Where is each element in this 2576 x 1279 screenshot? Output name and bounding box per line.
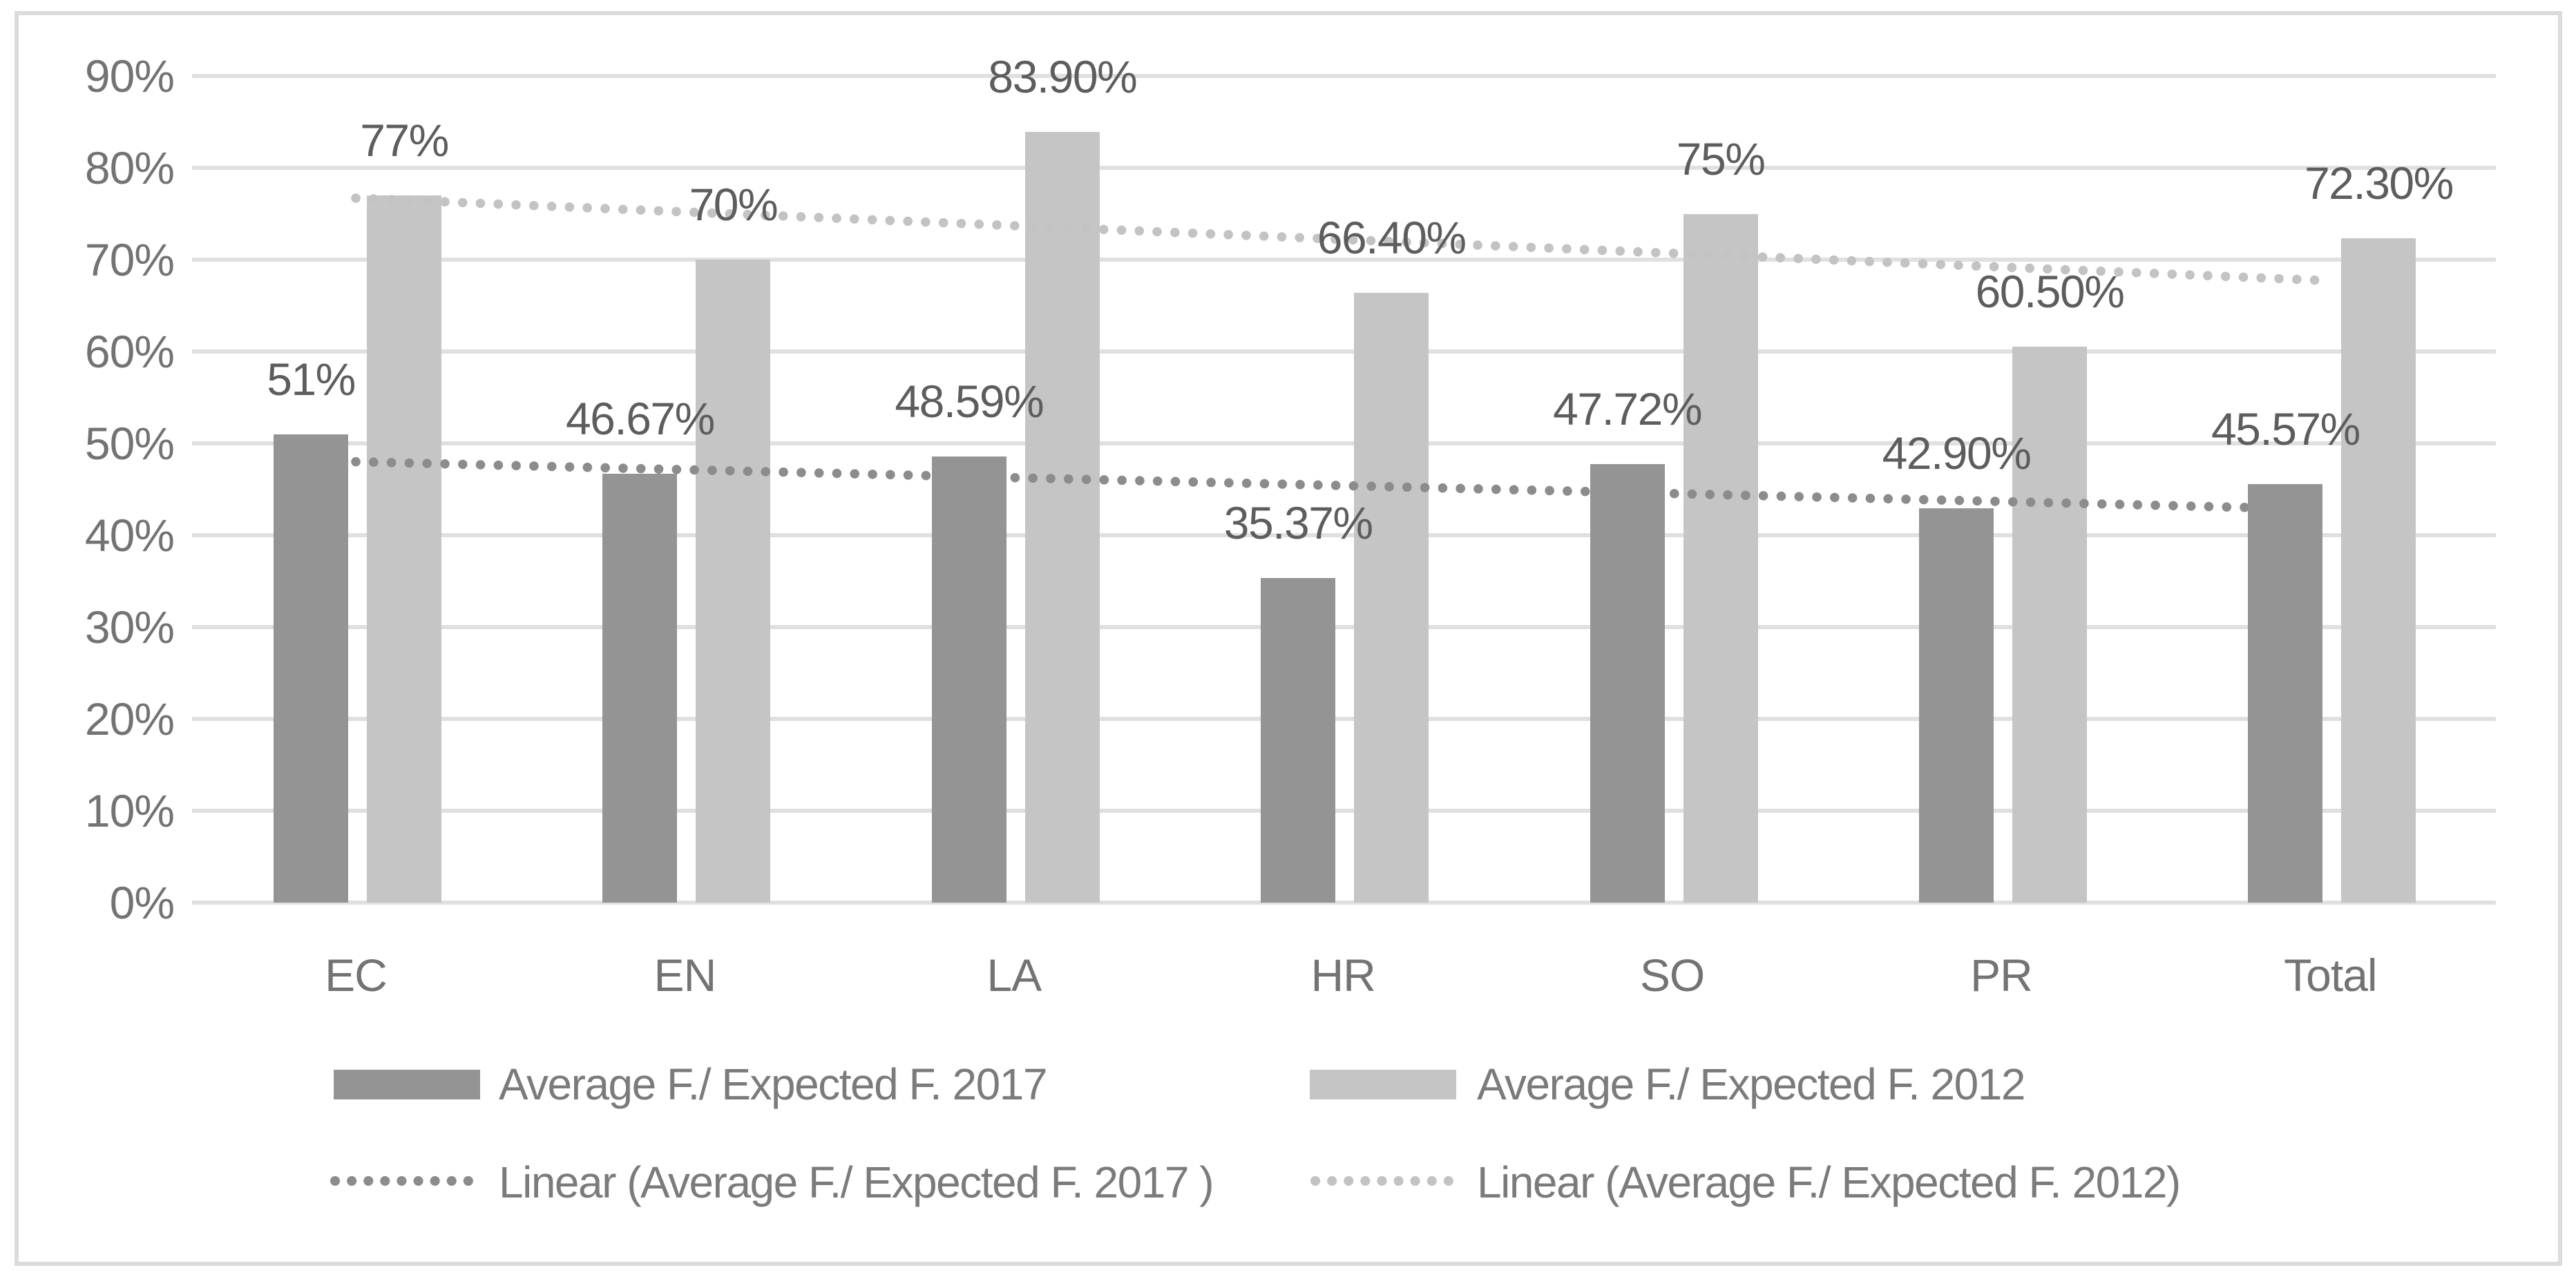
x-axis-label-en: EN (653, 950, 717, 1001)
legend-label-2017: Average F./ Expected F. 2017 (499, 1059, 1047, 1109)
data-label-2017-ec: 51% (267, 353, 356, 405)
y-axis-label-0: 0% (109, 877, 175, 928)
gridline-60 (192, 349, 2496, 354)
bar-2012-en (696, 260, 771, 903)
legend-key-2017-swatch (334, 1070, 480, 1099)
y-axis-label-50: 50% (84, 418, 175, 469)
bar-2017-ec (274, 434, 348, 903)
x-axis-label-ec: EC (325, 950, 388, 1001)
gridline-40 (192, 533, 2496, 537)
data-label-2017-so: 47.72% (1553, 383, 1702, 435)
data-label-2017-total: 45.57% (2211, 403, 2360, 454)
data-label-2012-pr: 60.50% (1975, 266, 2125, 318)
x-axis-label-total: Total (2284, 950, 2377, 1001)
y-axis-label-80: 80% (84, 142, 175, 193)
data-label-2012-ec: 77% (360, 114, 449, 166)
y-axis-label-30: 30% (84, 602, 175, 653)
legend-label-linear-2017: Linear (Average F./ Expected F. 2017 ) (499, 1157, 1214, 1207)
x-axis-label-so: SO (1639, 950, 1705, 1001)
bar-2017-so (1590, 464, 1665, 903)
gridline-80 (192, 166, 2496, 170)
x-axis-label-la: LA (986, 950, 1042, 1001)
legend-label-2012: Average F./ Expected F. 2012 (1477, 1059, 2025, 1109)
gridline-90 (192, 74, 2496, 78)
gridline-0 (192, 901, 2496, 905)
data-label-2017-la: 48.59% (895, 375, 1044, 427)
gridline-50 (192, 441, 2496, 445)
y-axis-label-60: 60% (84, 326, 175, 377)
bar-2017-en (602, 474, 678, 903)
y-axis-label-10: 10% (84, 785, 175, 836)
data-label-2017-pr: 42.90% (1882, 427, 2032, 479)
data-label-2012-total: 72.30% (2304, 157, 2454, 209)
bar-2012-so (1683, 213, 1758, 903)
legend-key-linear-2017-dots (330, 1176, 477, 1186)
y-axis-label-20: 20% (84, 693, 175, 744)
bar-2012-pr (2012, 347, 2087, 903)
gridline-10 (192, 809, 2496, 813)
bar-2012-ec (367, 195, 441, 903)
data-label-2017-hr: 35.37% (1223, 497, 1373, 548)
y-axis-label-90: 90% (84, 50, 175, 102)
bar-2012-total (2341, 238, 2416, 903)
legend-key-2012-swatch (1310, 1070, 1456, 1099)
legend-key-linear-2012-dots (1310, 1176, 1457, 1186)
bar-2012-la (1024, 132, 1100, 903)
gridline-30 (192, 625, 2496, 629)
x-axis-label-pr: PR (1970, 950, 2033, 1001)
y-axis-label-70: 70% (84, 234, 175, 285)
x-axis-label-hr: HR (1310, 950, 1376, 1001)
data-label-2012-hr: 66.40% (1317, 211, 1467, 263)
bar-2017-pr (1919, 508, 1994, 903)
bar-2017-hr (1261, 577, 1336, 903)
y-axis-label-40: 40% (84, 510, 175, 561)
bar-2017-total (2248, 483, 2323, 903)
data-label-2012-la: 83.90% (988, 51, 1137, 103)
legend-label-linear-2012: Linear (Average F./ Expected F. 2012) (1477, 1157, 2181, 1207)
bar-2012-hr (1354, 292, 1429, 903)
data-label-2012-so: 75% (1676, 133, 1766, 184)
data-label-2012-en: 70% (689, 179, 779, 230)
gridline-20 (192, 717, 2496, 721)
bar-2017-la (931, 456, 1006, 903)
gridline-70 (192, 258, 2496, 262)
data-label-2017-en: 46.67% (565, 393, 715, 445)
